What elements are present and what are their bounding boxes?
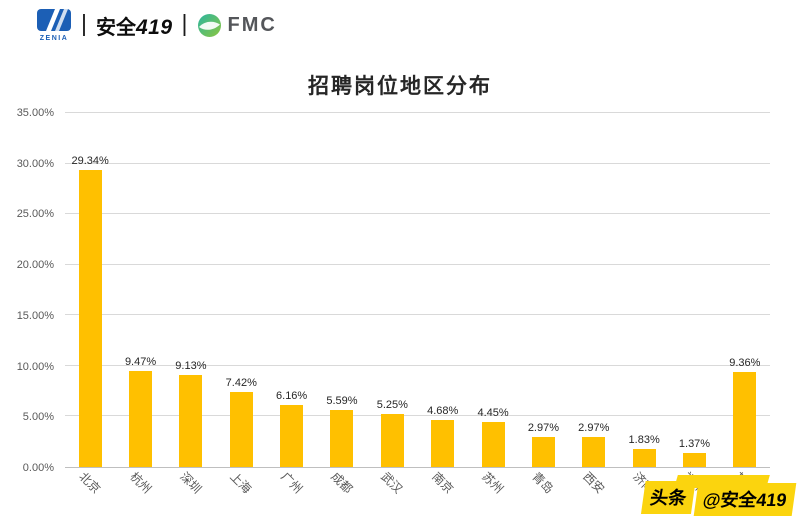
fmc-logo: FMC [197, 13, 277, 38]
zenia-logo-icon [37, 9, 71, 31]
header: ZENIA | 安全 419 | FMC [36, 9, 277, 42]
y-axis: 0.00% 5.00% 10.00% 15.00% 20.00% 25.00% 30.00%… [0, 107, 60, 474]
bar-value-label: 5.59% [326, 395, 358, 408]
bar-group: 9.47% 杭州 [115, 113, 165, 496]
x-axis-label: 苏州 [479, 469, 507, 497]
fmc-logo-text: FMC [227, 14, 277, 36]
zenia-logo: ZENIA [36, 9, 72, 42]
bar-value-label: 6.16% [276, 389, 308, 402]
bar-value-label: 5.25% [376, 398, 408, 411]
gridline [65, 162, 770, 164]
bar-group: 9.36%其他 [720, 113, 770, 496]
gridline [65, 263, 770, 265]
brand-name-cn: 安全 [95, 17, 136, 39]
bar-value-label: 1.83% [628, 433, 660, 446]
bar [280, 404, 304, 467]
bar [531, 436, 555, 467]
bar [431, 419, 455, 467]
bar [682, 453, 706, 467]
brand-divider: | [181, 10, 188, 36]
x-axis-label: 杭州 [126, 469, 154, 497]
x-axis-label: 上海 [227, 469, 255, 497]
bar-group: 4.68% 南京 [418, 113, 468, 497]
x-axis-label: 南京 [428, 469, 456, 497]
bar [733, 372, 757, 467]
bar-group: 2.97% 西安 [569, 113, 619, 496]
bar [129, 371, 153, 467]
gridline [65, 112, 770, 113]
bar-group: 5.25% 武汉 [367, 113, 417, 496]
chart-title: 招聘岗位地区分布 [308, 75, 492, 98]
bar [229, 391, 253, 467]
bar [78, 170, 102, 467]
brand-divider: | [81, 10, 87, 36]
bar [179, 374, 203, 467]
y-axis-tick-label: 35.00% [16, 107, 54, 119]
bar-value-label: 2.97% [527, 421, 560, 434]
x-axis-label: 青岛 [529, 469, 557, 497]
y-axis-tick-label: 5.00% [22, 411, 54, 424]
bar [380, 413, 404, 467]
bar-value-label: 2.97% [578, 421, 610, 434]
x-axis-label: 北京 [76, 469, 104, 497]
y-axis-tick-label: 25.00% [16, 208, 54, 221]
watermark: 头条 @安全419 [641, 475, 797, 516]
bar [330, 410, 354, 467]
bar-group: 9.13% 深圳 [166, 113, 216, 497]
x-axis-label: 深圳 [177, 469, 204, 497]
bar-value-label: 4.45% [477, 407, 509, 419]
brand-name: 安全 419 [96, 11, 173, 40]
bar [481, 422, 505, 467]
x-axis-label: 成都 [328, 469, 356, 497]
bar-group: 5.59% 成都 [317, 113, 367, 496]
bar-group: 1.83% 济南 [619, 113, 669, 497]
zenia-logo-text: ZENIA [39, 35, 69, 42]
x-axis-label: 武汉 [378, 469, 406, 497]
bar-group: 6.16% 广州 [266, 113, 316, 497]
bar-value-label: 9.36% [729, 357, 761, 370]
bar-group: 7.42% 上海 [216, 113, 266, 496]
bar-group: 2.97% 青岛 [518, 113, 568, 496]
gridline [65, 314, 770, 316]
bar-value-label: 9.47% [124, 356, 157, 369]
gridline [65, 213, 770, 215]
bar-group: 29.34% 北京 [65, 113, 115, 496]
bar [632, 448, 656, 467]
x-axis-label: 西安 [579, 469, 607, 497]
bar [582, 436, 606, 467]
gridline [65, 364, 770, 366]
y-axis-tick-label: 15.00% [16, 309, 54, 322]
x-axis-label: 广州 [277, 469, 305, 497]
bar-group: 1.37%福州 [669, 113, 719, 496]
bar-value-label: 4.68% [427, 404, 459, 417]
y-axis-tick-label: 0.00% [22, 462, 54, 474]
bars-container: 29.34% 北京 9.47% 杭州 9.13% 深圳 7.42% 上海 6.16% 广州 5.59… [65, 113, 770, 497]
y-axis-tick-label: 20.00% [16, 259, 54, 272]
y-axis-tick-label: 30.00% [16, 157, 54, 170]
bar-group: 4.45% 苏州 [468, 113, 518, 496]
bar-value-label: 1.37% [678, 438, 711, 451]
bar-value-label: 7.42% [225, 376, 257, 389]
fmc-logo-icon [197, 14, 221, 37]
watermark-prefix: 头条 [641, 481, 697, 514]
y-axis-tick-label: 10.00% [16, 360, 54, 373]
bar-value-label: 9.13% [175, 359, 207, 372]
gridline [65, 415, 770, 417]
plot-area: 29.34% 北京 9.47% 杭州 9.13% 深圳 7.42% 上海 6.16% 广州 5.59… [65, 112, 770, 497]
bar-value-label: 29.34% [71, 155, 109, 168]
watermark-handle: @安全419 [694, 483, 797, 516]
brand-name-num: 419 [135, 16, 173, 39]
